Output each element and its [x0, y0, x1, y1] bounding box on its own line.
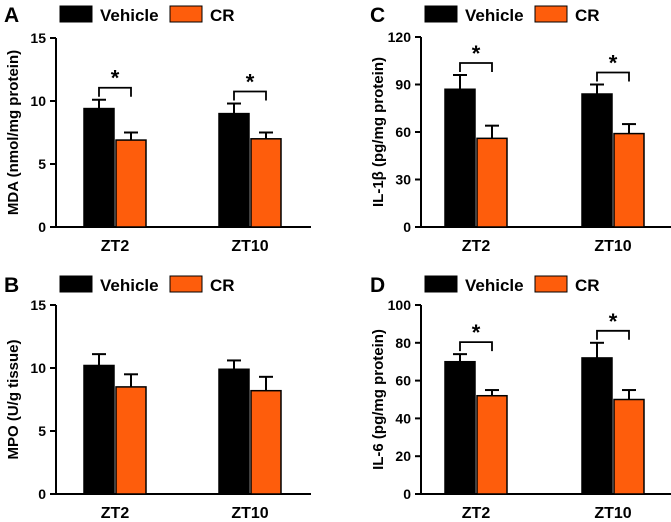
bar-vehicle-zt10 [581, 93, 613, 228]
legend-swatch-cr [534, 5, 568, 23]
y-tick-label: 0 [403, 486, 411, 502]
x-tick-label: ZT10 [231, 505, 268, 522]
y-tick-label: 5 [38, 156, 46, 172]
bar-cr-zt2 [476, 137, 508, 228]
bar-cr-zt2 [115, 139, 147, 228]
y-axis-label: MDA (nmol/mg protein) [5, 50, 22, 215]
legend: Vehicle CR [424, 5, 600, 25]
bar-vehicle-zt10 [218, 112, 250, 228]
significance-bracket [596, 71, 630, 82]
y-tick-label: 0 [38, 219, 46, 235]
y-tick-label: 80 [395, 335, 411, 351]
panel-letter: A [4, 4, 19, 27]
panel-letter: C [370, 4, 385, 27]
y-tick-label: 5 [38, 423, 46, 439]
bar-vehicle-zt2 [83, 107, 115, 228]
y-axis-label: IL-1β (pg/mg protein) [370, 57, 387, 207]
legend-label-vehicle: Vehicle [100, 6, 159, 25]
bar-cr-zt10 [250, 138, 282, 228]
y-tick-label: 10 [30, 93, 46, 109]
panel-b: B Vehicle CR 0 5 10 15 MPO (U/g tissue) ZT2 ZT10 [4, 274, 311, 522]
y-tick-label: 15 [30, 297, 46, 313]
legend-swatch-cr [169, 275, 203, 293]
legend-label-vehicle: Vehicle [100, 276, 159, 295]
y-tick-label: 120 [388, 29, 412, 45]
x-tick-label: ZT2 [462, 238, 491, 255]
significance-bracket [233, 90, 267, 101]
bar-cr-zt2 [476, 394, 508, 495]
legend-swatch-cr [534, 275, 568, 293]
y-tick-label: 10 [30, 360, 46, 376]
significance-marker: * [472, 320, 481, 345]
legend-label-cr: CR [575, 6, 600, 25]
x-tick-label: ZT2 [462, 505, 491, 522]
legend-label-cr: CR [210, 276, 235, 295]
x-tick-label: ZT10 [594, 505, 631, 522]
bar-cr-zt10 [613, 132, 645, 228]
y-tick-label: 60 [395, 373, 411, 389]
bar-vehicle-zt2 [83, 364, 115, 495]
significance-marker: * [609, 309, 618, 334]
y-tick-label: 60 [395, 124, 411, 140]
x-tick-label: ZT2 [101, 238, 130, 255]
legend-label-vehicle: Vehicle [465, 6, 524, 25]
significance-bracket [459, 341, 493, 352]
y-tick-label: 0 [403, 219, 411, 235]
significance-marker: * [609, 51, 618, 76]
significance-bracket [98, 86, 132, 97]
legend-label-cr: CR [575, 276, 600, 295]
x-tick-label: ZT10 [594, 238, 631, 255]
panel-letter: B [4, 274, 19, 297]
y-tick-label: 15 [30, 30, 46, 46]
x-tick-label: ZT2 [101, 505, 130, 522]
bar-cr-zt10 [250, 389, 282, 495]
y-tick-label: 30 [395, 172, 411, 188]
panel-letter: D [370, 274, 385, 297]
panel-a: A Vehicle CR 0 5 10 15 MDA (nmol/mg protein) ZT2… [4, 4, 311, 255]
legend-swatch-cr [169, 5, 203, 23]
significance-marker: * [472, 41, 481, 66]
x-tick-label: ZT10 [231, 238, 268, 255]
y-tick-label: 90 [395, 77, 411, 93]
legend-label-cr: CR [210, 6, 235, 25]
bar-vehicle-zt10 [218, 368, 250, 495]
bar-cr-zt2 [115, 386, 147, 495]
significance-marker: * [246, 70, 255, 95]
y-tick-label: 20 [395, 448, 411, 464]
bar-vehicle-zt10 [581, 357, 613, 495]
bar-vehicle-zt2 [444, 88, 476, 228]
legend-swatch-vehicle [424, 275, 458, 293]
legend: Vehicle CR [59, 275, 235, 295]
y-tick-label: 40 [395, 410, 411, 426]
legend-label-vehicle: Vehicle [465, 276, 524, 295]
significance-bracket [459, 62, 493, 72]
y-tick-label: 0 [38, 486, 46, 502]
bar-cr-zt10 [613, 398, 645, 495]
y-tick-label: 100 [388, 297, 412, 313]
bar-vehicle-zt2 [444, 360, 476, 495]
y-axis-label: MPO (U/g tissue) [5, 339, 22, 459]
legend-swatch-vehicle [59, 5, 93, 23]
significance-bracket [596, 329, 630, 340]
y-axis-label: IL-6 (pg/mg protein) [370, 329, 387, 470]
significance-marker: * [111, 66, 120, 91]
legend-swatch-vehicle [59, 275, 93, 293]
legend: Vehicle CR [59, 5, 235, 25]
legend: Vehicle CR [424, 275, 600, 295]
legend-swatch-vehicle [424, 5, 458, 23]
